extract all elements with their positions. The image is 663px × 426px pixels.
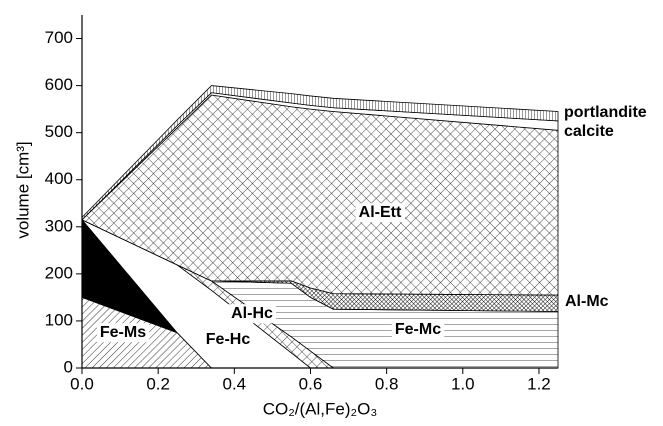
x-tick-label: 0.0 [70, 374, 94, 393]
x-axis-title: CO₂/(Al,Fe)₂O₃ [263, 399, 378, 418]
x-tick-label: 0.8 [375, 374, 399, 393]
y-tick-label: 300 [45, 216, 73, 235]
x-tick-label: 0.4 [222, 374, 246, 393]
y-tick-label: 200 [45, 263, 73, 282]
x-tick-label: 0.2 [146, 374, 170, 393]
x-tick-label: 1.2 [527, 374, 551, 393]
series-label: Al-Mc [565, 293, 609, 310]
overlay: Fe-Ms Al-Ms Fe-Hc Al-Hc Fe-Mc Al-Mc Al-Ett calc… [45, 15, 647, 393]
label-box [355, 203, 405, 223]
series-label: Fe-Hc [206, 331, 251, 348]
label-box [96, 323, 150, 343]
y-tick-label: 500 [45, 122, 73, 141]
y-axis-title: volume [cm³] [13, 141, 32, 238]
y-tick-label: 700 [45, 28, 73, 47]
y-tick-label: 0 [64, 357, 73, 376]
x-tick-label: 0.6 [299, 374, 323, 393]
series-label: Al-Ett [359, 204, 402, 221]
y-tick-label: 100 [45, 310, 73, 329]
area [81, 85, 559, 221]
y-tick-label: 400 [45, 169, 73, 188]
series-label: Al-Ms [90, 276, 134, 293]
label-box [391, 320, 445, 340]
series-label: Fe-Ms [100, 324, 146, 341]
series-label: calcite [564, 123, 614, 140]
series-label: portlandite [564, 104, 647, 121]
y-tick-label: 600 [45, 75, 73, 94]
areas [81, 85, 559, 369]
series-label: Fe-Mc [395, 321, 441, 338]
series-label: Al-Hc [231, 305, 273, 322]
label-box [228, 304, 276, 324]
x-tick-label: 1.0 [451, 374, 475, 393]
